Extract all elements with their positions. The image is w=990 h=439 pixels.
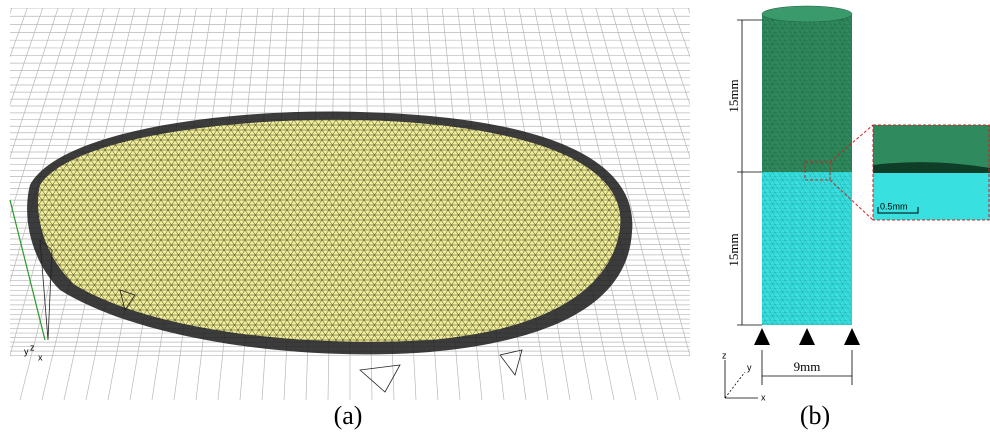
caption: (a) [334, 401, 363, 430]
specimen [762, 6, 873, 325]
floor-line [642, 8, 768, 400]
axis-label: z [30, 342, 35, 352]
axis-label: x [38, 352, 43, 362]
floor-line [0, 8, 12, 400]
supports [754, 328, 860, 345]
caption: (b) [800, 401, 830, 430]
axis-triad [725, 360, 758, 398]
dimension-label: 9mm [794, 359, 821, 374]
scale-bar-label: 0.5mm [880, 201, 908, 211]
surface-mesh [27, 112, 632, 392]
figure: y z x (a) 0.5mm 15mm 15mm 9mm [0, 0, 990, 439]
axis-label: z [722, 350, 727, 360]
axis-label: y [24, 346, 29, 356]
inset: 0.5mm [873, 125, 990, 220]
dimension-label: 15mm [726, 79, 741, 112]
dimension-label: 15mm [726, 233, 741, 266]
axis-label: y [747, 362, 752, 372]
axis-label: x [761, 392, 766, 402]
